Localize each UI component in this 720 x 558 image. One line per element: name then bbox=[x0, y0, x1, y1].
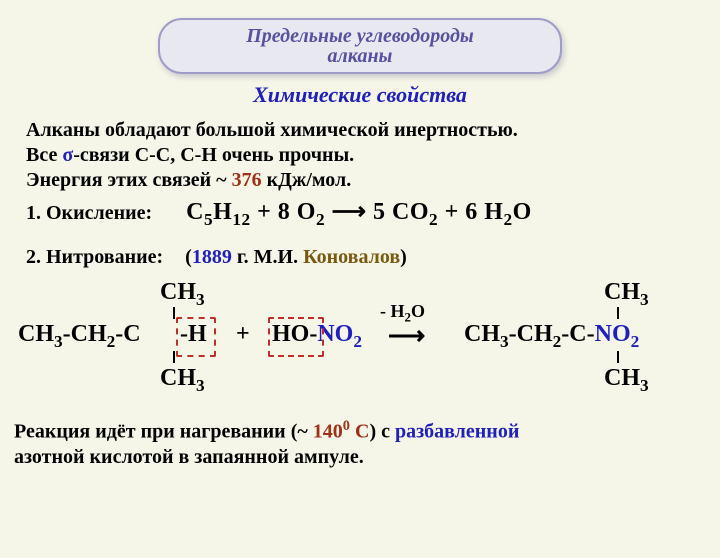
reaction-scheme: CH3 CH3-CH2-C -H CH3 + HO-NO2 - H2O ⟶ CH… bbox=[10, 279, 710, 409]
right-top-ch3: CH3 bbox=[604, 279, 649, 310]
footer-block: Реакция идёт при нагревании (~ 1400 С) с… bbox=[14, 417, 696, 471]
nitration-row: 2. Нитрование: (1889 г. М.И. Коновалов) bbox=[26, 246, 696, 269]
subtitle: Химические свойства bbox=[0, 82, 720, 108]
intro-block: Алканы обладают большой химической инерт… bbox=[26, 118, 696, 193]
title-box: Предельные углеводороды алканы bbox=[158, 18, 562, 74]
sigma: σ bbox=[62, 144, 73, 166]
oxidation-label: 1. Окисление: bbox=[26, 202, 152, 225]
right-bot-ch3: CH3 bbox=[604, 365, 649, 396]
bond-v3 bbox=[617, 307, 619, 319]
dashed-box-h bbox=[176, 317, 216, 357]
bond-v bbox=[173, 307, 175, 319]
title-line1: Предельные углеводороды bbox=[170, 26, 550, 46]
left-bot-ch3: CH3 bbox=[160, 365, 205, 396]
intro-line3: Энергия этих связей ~ 376 кДж/мол. bbox=[26, 168, 696, 193]
left-main: CH3-CH2-C bbox=[18, 321, 141, 352]
bond-v4 bbox=[617, 351, 619, 363]
reaction-arrow: ⟶ bbox=[388, 321, 425, 351]
footer-line1: Реакция идёт при нагревании (~ 1400 С) с… bbox=[14, 417, 696, 445]
right-main: CH3-CH2-C-NO2 bbox=[464, 321, 639, 352]
oxidation-equation: C5H12 + 8 O2 ⟶ 5 CO2 + 6 H2O bbox=[186, 197, 532, 230]
nitration-label: 2. Нитрование: bbox=[26, 246, 163, 269]
dashed-box-ho bbox=[268, 317, 324, 357]
plus-sign: + bbox=[236, 321, 250, 348]
nitration-note: (1889 г. М.И. Коновалов) bbox=[185, 246, 407, 269]
oxidation-row: 1. Окисление: C5H12 + 8 O2 ⟶ 5 CO2 + 6 H… bbox=[26, 197, 696, 230]
left-top-ch3: CH3 bbox=[160, 279, 205, 310]
footer-line2: азотной кислотой в запаянной ампуле. bbox=[14, 444, 696, 470]
energy-value: 376 bbox=[232, 169, 262, 191]
intro-line2: Все σ-связи С-С, С-Н очень прочны. bbox=[26, 143, 696, 168]
title-line2: алканы bbox=[170, 46, 550, 66]
intro-line1: Алканы обладают большой химической инерт… bbox=[26, 118, 696, 143]
bond-v2 bbox=[173, 351, 175, 363]
